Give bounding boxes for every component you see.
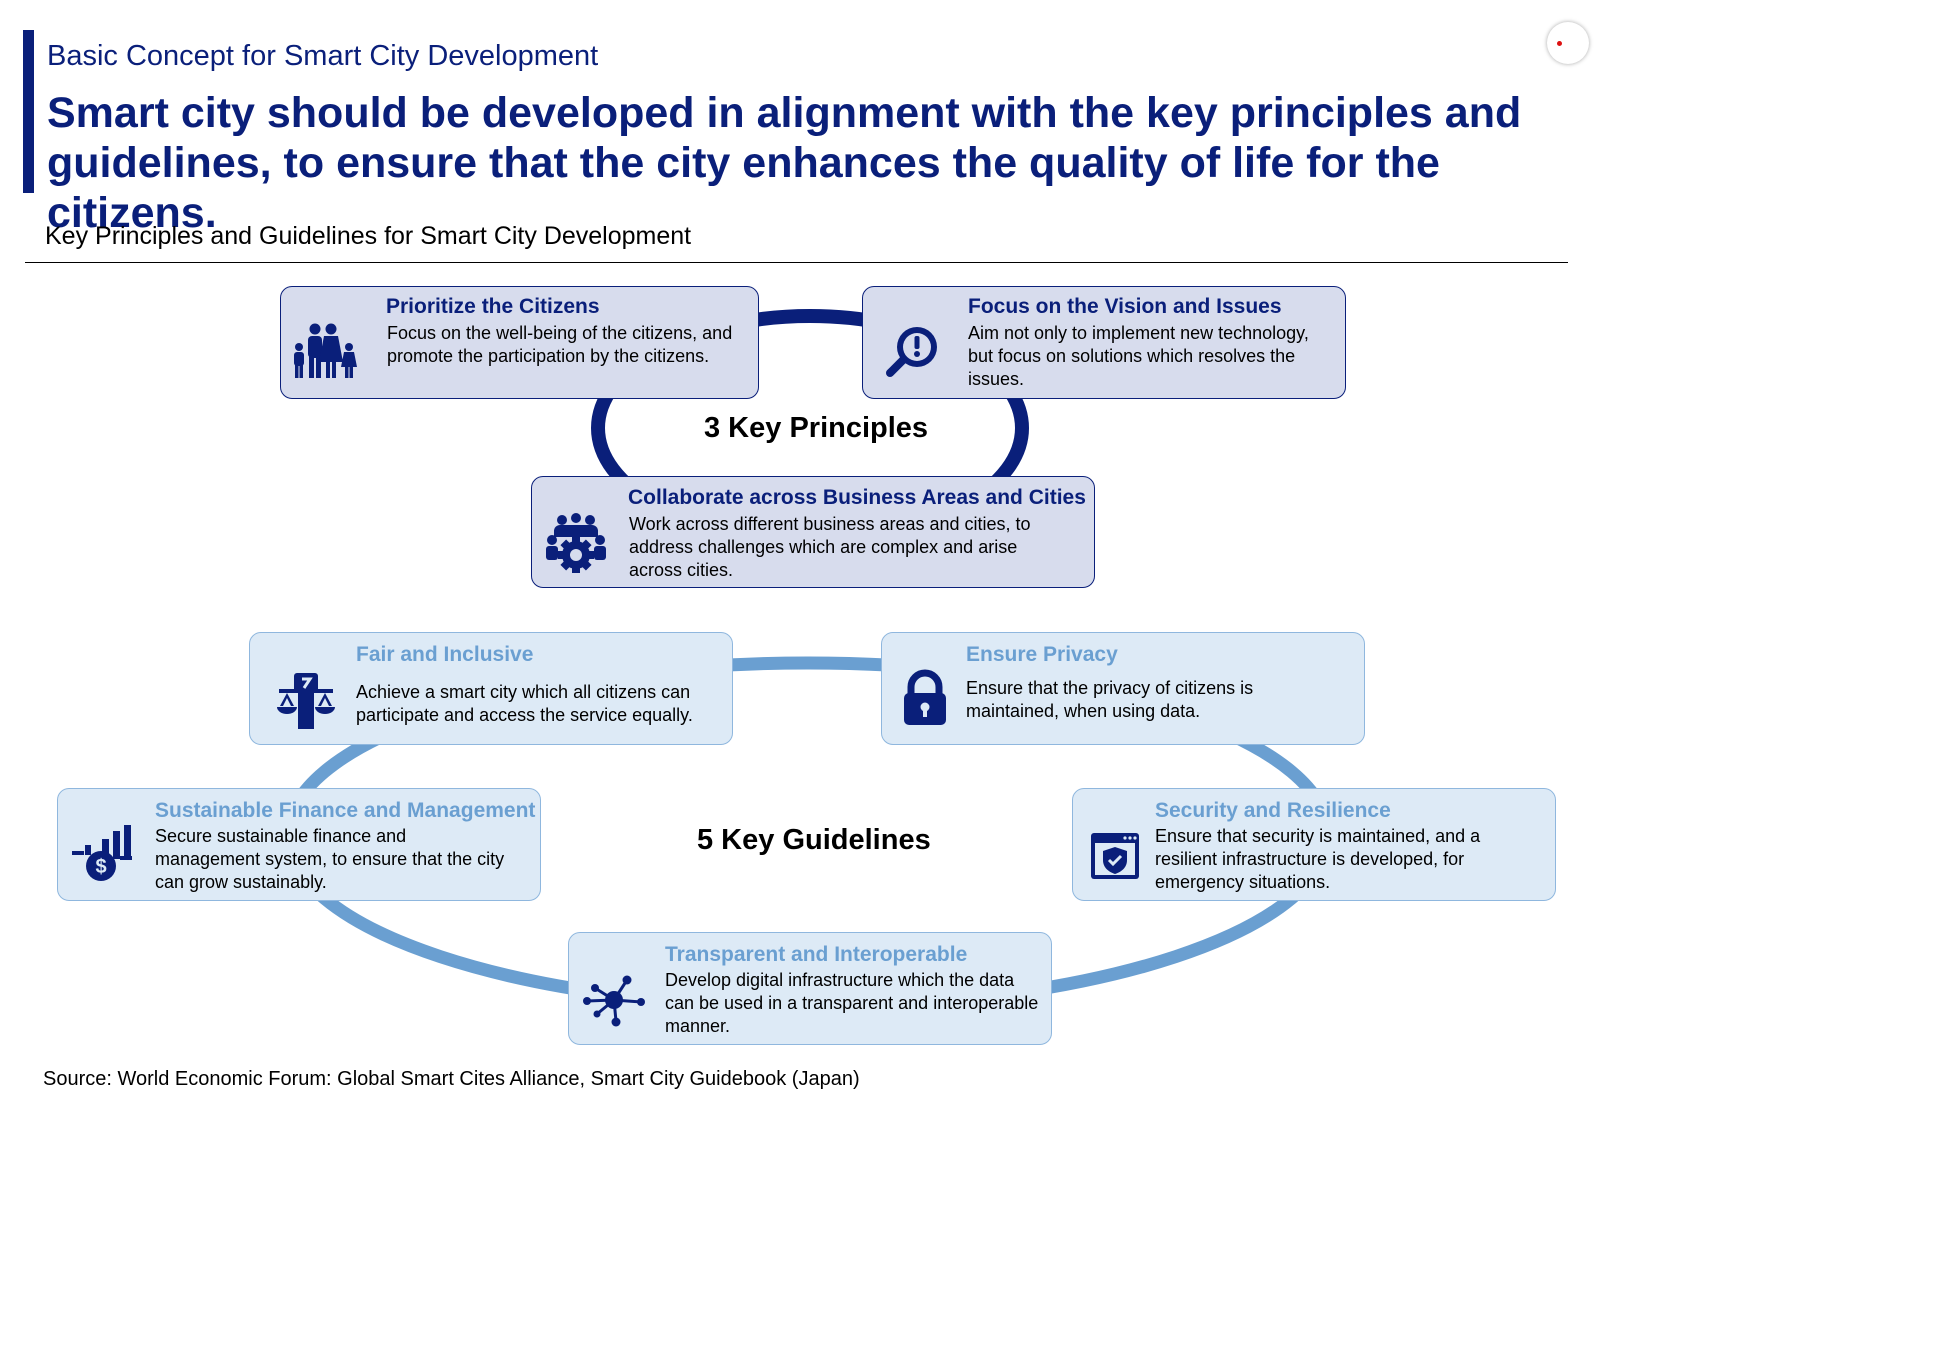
guideline-desc: Achieve a smart city which all citizens … [356, 682, 693, 725]
guideline-desc: Ensure that security is maintained, and … [1155, 826, 1481, 892]
principle-desc: Work across different business areas and… [629, 514, 1031, 580]
source-note: Source: World Economic Forum: Global Sma… [43, 1068, 860, 1090]
guideline-card-privacy: Ensure Privacy Ensure that the privacy o… [881, 632, 1365, 745]
principle-desc: Focus on the well-being of the citizens,… [387, 323, 733, 366]
svg-text:$: $ [95, 856, 106, 878]
finance-chart-icon: $ [72, 825, 132, 881]
kicker: Basic Concept for Smart City Development [47, 40, 599, 72]
principle-title: Collaborate across Business Areas and Ci… [628, 486, 1086, 509]
section-title: Key Principles and Guidelines for Smart … [45, 222, 692, 250]
guideline-title: Sustainable Finance and Management [155, 799, 536, 822]
principle-desc: Aim not only to implement new technology… [968, 323, 1309, 389]
guideline-card-fair: Fair and Inclusive Achieve a smart city … [249, 632, 733, 745]
divider [25, 262, 1568, 263]
principle-title: Focus on the Vision and Issues [968, 295, 1282, 318]
guideline-title: Transparent and Interoperable [665, 943, 968, 966]
shield-window-icon [1091, 833, 1139, 879]
corner-button[interactable] [1547, 22, 1589, 64]
principles-label: 3 Key Principles [704, 412, 929, 444]
principle-card-citizens: Prioritize the Citizens Focus on the wel… [280, 286, 759, 399]
accent-bar [23, 30, 34, 193]
padlock-icon [904, 669, 946, 725]
principle-title: Prioritize the Citizens [386, 295, 600, 318]
family-icon [294, 323, 357, 378]
principle-card-collaborate: Collaborate across Business Areas and Ci… [531, 476, 1095, 588]
guideline-card-finance: $ Sustainable Finance and Management Sec… [57, 788, 541, 901]
guideline-desc: Secure sustainable finance and managemen… [155, 826, 505, 892]
guideline-card-transparent: Transparent and Interoperable Develop di… [568, 932, 1052, 1045]
network-hub-icon [583, 975, 645, 1027]
principle-card-vision: Focus on the Vision and Issues Aim not o… [862, 286, 1346, 399]
guidelines-label: 5 Key Guidelines [697, 824, 931, 856]
headline: Smart city should be developed in alignm… [47, 89, 1522, 237]
dot-icon [1557, 41, 1562, 46]
magnifier-exclamation-icon [886, 327, 937, 377]
guideline-desc: Develop digital infrastructure which the… [665, 970, 1039, 1036]
guideline-title: Security and Resilience [1155, 799, 1391, 822]
guideline-title: Ensure Privacy [966, 643, 1118, 666]
scales-icon [277, 673, 335, 729]
guideline-desc: Ensure that the privacy of citizens is m… [966, 678, 1254, 721]
guideline-card-security: Security and Resilience Ensure that secu… [1072, 788, 1556, 901]
guideline-title: Fair and Inclusive [356, 643, 534, 666]
team-gear-icon [546, 513, 606, 573]
